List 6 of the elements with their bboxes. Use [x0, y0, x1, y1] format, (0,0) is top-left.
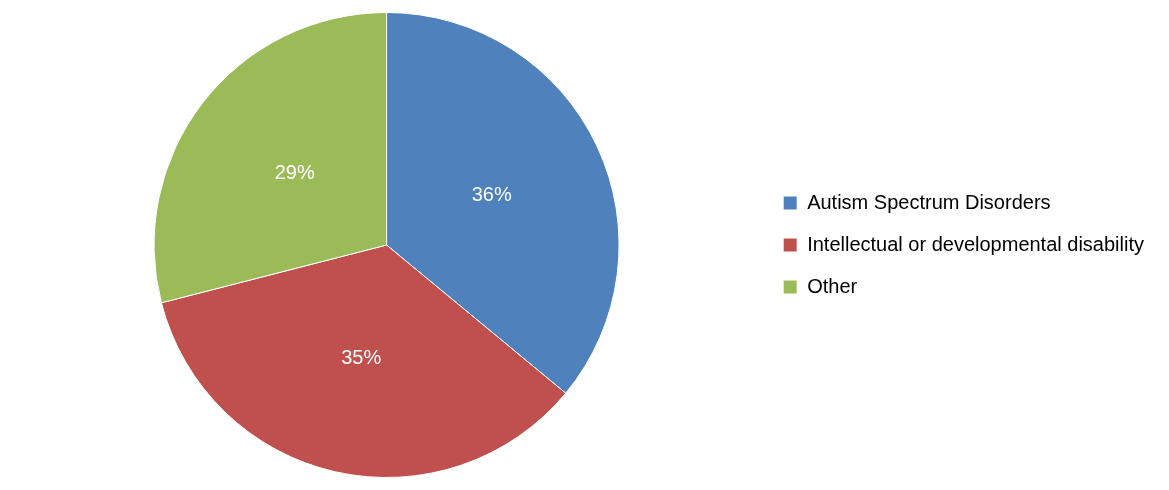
legend-label: Other [807, 274, 858, 297]
legend-label: Intellectual or developmental disability [807, 232, 1144, 255]
data-label: 36% [471, 183, 512, 206]
data-label: 35% [341, 345, 382, 368]
data-label: 29% [274, 161, 315, 184]
legend-label: Autism Spectrum Disorders [807, 190, 1051, 213]
